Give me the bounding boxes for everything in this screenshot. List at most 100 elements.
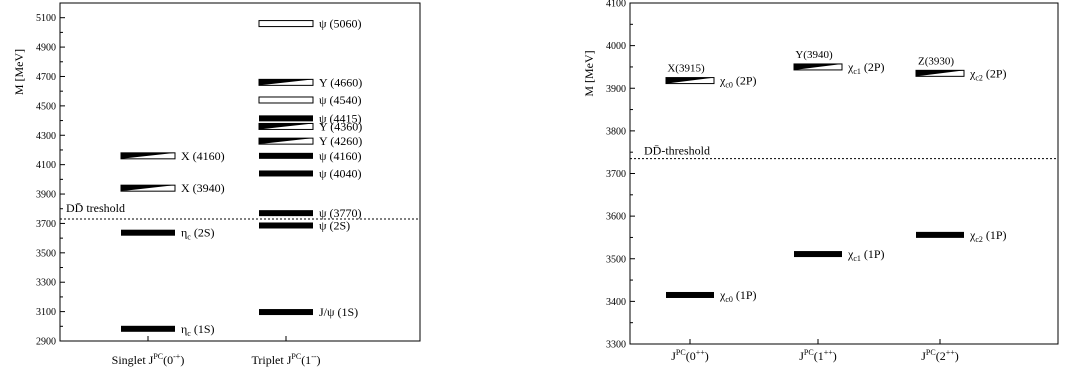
level-label: X (4160): [181, 149, 225, 163]
level-half: X (3940): [120, 181, 225, 195]
y-tick-label: 3500: [606, 254, 626, 265]
y-tick-label: 3700: [36, 219, 56, 230]
y-tick-label: 3300: [606, 340, 626, 351]
y-tick-label: 4100: [36, 160, 56, 171]
level-label: χc1​ (1P): [847, 247, 885, 263]
level-solid: ηc​ (1S): [121, 322, 215, 338]
y-axis-label: M [MeV]: [582, 50, 596, 96]
level-label: ψ (4040): [319, 166, 362, 180]
level-top-label: Y(3940): [795, 49, 833, 61]
level-top-label: X(3915): [667, 63, 705, 75]
level-bar: [794, 251, 842, 258]
chart-panel-2: 3300 3400 3500 3600 3700 3800 3900 4000 4100 M [M…: [582, 0, 1059, 363]
level-solid: χc1​ (1P): [794, 247, 885, 263]
level-bar: [121, 325, 175, 332]
level-open: ψ (5060): [258, 17, 362, 31]
y-tick-label: 3800: [606, 126, 626, 137]
level-label: ψ (4160): [319, 149, 362, 163]
level-bar-fill: [666, 77, 714, 84]
level-label: J/ψ (1S): [319, 305, 358, 319]
y-tick-label: 3900: [36, 190, 56, 201]
level-half: X (4160): [120, 149, 225, 163]
y-tick-label: 3100: [36, 307, 56, 318]
x-category-label: JPC​(0++​): [671, 348, 709, 363]
y-tick-label: 2900: [36, 337, 56, 348]
level-half: χc2​ (2P) Z(3930): [915, 55, 1007, 82]
level-label: χc0​ (2P): [719, 74, 757, 90]
level-bar: [259, 222, 313, 229]
x-category-label: Singlet JPC​(0-+​): [112, 352, 185, 367]
level-bar-fill: [121, 152, 175, 159]
level-solid: ψ (4415): [259, 111, 362, 125]
level-half: Y (4660): [258, 75, 362, 89]
level-label: χc0​ (1P): [719, 288, 757, 304]
level-half: χc1​ (2P) Y(3940): [793, 49, 885, 76]
y-tick-label: 4100: [606, 0, 626, 10]
level-bar-fill: [794, 63, 842, 70]
level-half: Y (4360): [258, 119, 362, 133]
level-half: Y (4260): [258, 134, 362, 148]
level-bar: [259, 115, 313, 122]
level-solid: χc2​ (1P): [916, 228, 1007, 244]
level-bar-fill: [259, 138, 313, 145]
level-top-label: Z(3930): [918, 55, 954, 67]
y-tick-label: 5100: [36, 13, 56, 24]
y-tick-label: 3700: [606, 169, 626, 180]
level-label: χc2​ (2P): [969, 66, 1007, 82]
threshold-label: DD̄-threshold: [644, 144, 710, 158]
level-solid: ηc​ (2S): [121, 226, 215, 242]
level-label: ψ (4540): [319, 93, 362, 107]
level-label: χc1​ (2P): [847, 60, 885, 76]
y-tick-label: 3400: [606, 297, 626, 308]
level-solid: ψ (4160): [259, 149, 362, 163]
level-solid: ψ (2S): [259, 218, 350, 232]
level-bar: [258, 20, 314, 28]
level-bar: [259, 152, 313, 159]
level-bar-fill: [259, 79, 313, 86]
x-category-label: Triplet JPC​(1--​): [251, 352, 320, 367]
threshold-label: DD̄ treshold: [66, 201, 125, 215]
level-bar-fill: [259, 123, 313, 130]
chart-panel-1: 2900 3100 3300 3500 3700 3900 4100 4300 4500 4700…: [12, 2, 421, 367]
level-label: Y (4660): [319, 75, 362, 89]
y-tick-label: 3300: [36, 278, 56, 289]
level-bar: [666, 291, 714, 298]
x-category-label: JPC​(1++​): [799, 348, 837, 363]
level-label: Y (4260): [319, 134, 362, 148]
level-label: ψ (2S): [319, 218, 350, 232]
x-category-label: JPC​(2++​): [921, 348, 959, 363]
level-label: ψ (3770): [319, 206, 362, 220]
y-tick-label: 3900: [606, 84, 626, 95]
y-tick-label: 3600: [606, 212, 626, 223]
level-label: X (3940): [181, 181, 225, 195]
level-solid: χc0​ (1P): [666, 288, 757, 304]
level-half: χc0​ (2P) X(3915): [665, 63, 757, 90]
level-label: ηc​ (1S): [181, 322, 215, 338]
level-label: ψ (5060): [319, 17, 362, 31]
y-tick-label: 4500: [36, 101, 56, 112]
level-bar: [916, 231, 964, 238]
level-label: Y (4360): [319, 119, 362, 133]
y-tick-label: 4000: [606, 41, 626, 52]
level-bar: [259, 170, 313, 177]
y-tick-label: 4300: [36, 131, 56, 142]
plot-frame: [59, 2, 421, 342]
y-axis-label: M [MeV]: [12, 49, 26, 95]
level-bar-fill: [916, 70, 964, 77]
level-solid: ψ (4040): [259, 166, 362, 180]
level-open: ψ (4540): [258, 93, 362, 107]
level-label: χc2​ (1P): [969, 228, 1007, 244]
y-tick-label: 3500: [36, 248, 56, 259]
level-solid: ψ (3770): [259, 206, 362, 220]
y-tick-label: 4900: [36, 43, 56, 54]
level-bar: [259, 309, 313, 316]
y-tick-label: 4700: [36, 72, 56, 83]
level-bar-fill: [121, 185, 175, 192]
level-bar: [258, 96, 314, 104]
level-solid: J/ψ (1S): [259, 305, 358, 319]
level-bar: [259, 210, 313, 217]
level-bar: [121, 229, 175, 236]
level-label: ψ (4415): [319, 111, 362, 125]
level-label: ηc​ (2S): [181, 226, 215, 242]
